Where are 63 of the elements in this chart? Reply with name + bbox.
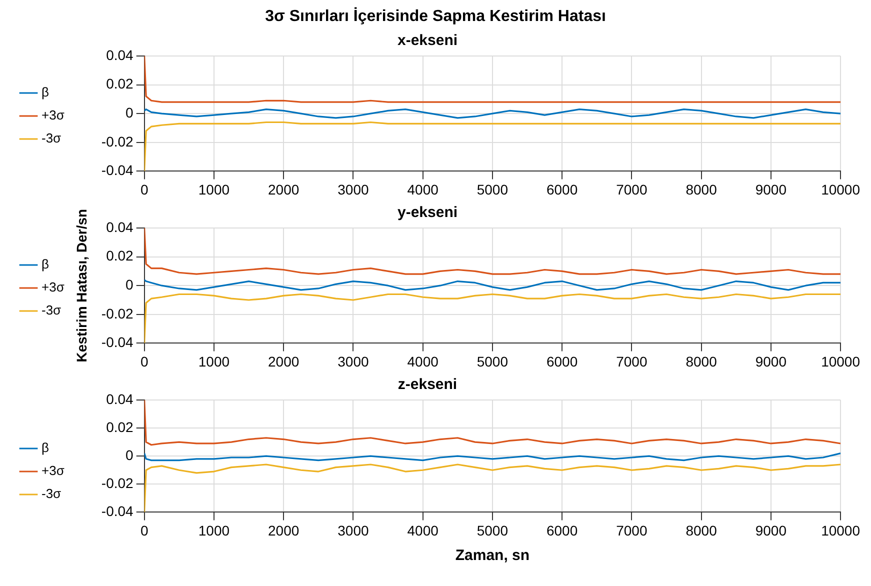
x-tick-label: 2000 [268, 181, 300, 198]
y-tick-label: 0.02 [106, 76, 134, 92]
x-tick-label: 9000 [755, 522, 787, 538]
y-tick-label: -0.04 [101, 162, 134, 178]
x-tick-label: 1000 [198, 181, 230, 198]
legend-label: +3σ [42, 463, 64, 478]
y-tick-label: 0.04 [106, 46, 134, 63]
text: 3σ Sınırları İçerisinde Sapma Kestirim Hatası [264, 8, 607, 26]
x-tick-label: 9000 [755, 353, 787, 370]
x-tick-label: 9000 [755, 181, 787, 198]
y-tick-label: 0.04 [106, 218, 134, 235]
x-axis-title: Zaman, sn [455, 547, 530, 564]
y-tick-label: -0.02 [101, 475, 134, 492]
legend-label: +3σ [42, 280, 64, 295]
y-tick-label: -0.02 [101, 305, 134, 322]
x-tick-label: 4000 [407, 181, 439, 198]
chart-title: z-ekseni [398, 376, 458, 394]
y-tick-label: 0.04 [106, 390, 134, 407]
x-tick-label: 1000 [198, 353, 230, 370]
x-tick-label: 7000 [616, 181, 648, 198]
legend-label: β [42, 84, 49, 100]
chart-title: x-ekseni [397, 32, 458, 50]
y-tick-label: 0 [126, 276, 134, 292]
y-tick-label: -0.02 [101, 133, 134, 150]
legend-label: β [42, 440, 49, 456]
x-tick-label: 1000 [198, 522, 230, 538]
y-axis-title: Kestirim Hatası, Der/sn [74, 208, 90, 362]
x-tick-label: 0 [140, 353, 148, 370]
y-tick-label: 0 [126, 104, 134, 120]
legend-label: +3σ [42, 108, 64, 123]
y-tick-label: 0.02 [106, 418, 134, 435]
y-tick-label: 0 [126, 446, 134, 463]
legend-label: -3σ [42, 486, 62, 502]
x-tick-label: 5000 [476, 181, 508, 198]
chart-title: y-ekseni [397, 204, 458, 222]
x-tick-label: 8000 [686, 181, 718, 198]
x-tick-label: 10000 [821, 522, 860, 538]
x-tick-label: 5000 [476, 522, 508, 538]
x-tick-label: 10000 [821, 353, 860, 370]
x-tick-label: 8000 [686, 522, 718, 538]
x-tick-label: 2000 [268, 522, 300, 538]
legend-label: β [42, 256, 49, 272]
x-tick-label: 2000 [268, 353, 300, 370]
x-tick-label: 5000 [476, 353, 508, 370]
x-tick-label: 3000 [338, 522, 369, 538]
x-tick-label: 6000 [546, 181, 578, 198]
x-tick-label: 4000 [407, 353, 439, 370]
y-tick-label: 0.02 [106, 248, 134, 264]
y-tick-label: -0.04 [101, 503, 134, 520]
y-tick-label: -0.04 [101, 334, 134, 350]
x-tick-label: 6000 [546, 353, 578, 370]
x-tick-label: 7000 [616, 353, 648, 370]
x-tick-label: 3000 [338, 353, 369, 370]
legend-label: -3σ [42, 302, 62, 318]
x-tick-label: 7000 [616, 522, 648, 538]
x-tick-label: 4000 [407, 522, 439, 538]
x-tick-label: 8000 [686, 353, 718, 370]
x-tick-label: 10000 [821, 181, 860, 198]
x-tick-label: 0 [140, 522, 148, 538]
x-tick-label: 0 [140, 181, 148, 198]
x-tick-label: 6000 [546, 522, 578, 538]
legend-label: -3σ [42, 130, 62, 146]
x-tick-label: 3000 [338, 181, 369, 198]
